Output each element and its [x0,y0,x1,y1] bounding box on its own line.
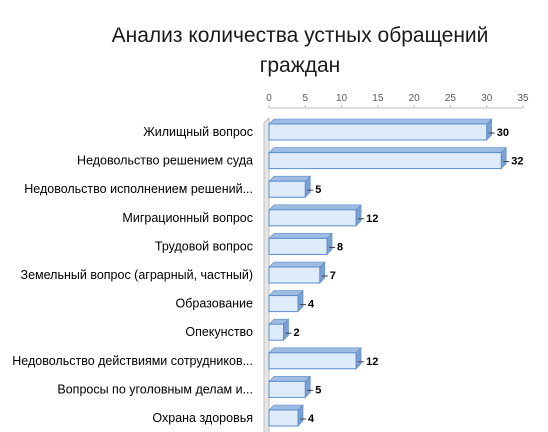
data-label: 30 [497,127,509,139]
data-label: 4 [308,299,315,311]
bar-top-face [268,147,507,153]
bar [268,380,306,398]
category-label: Охрана здоровья [152,411,253,425]
bar [268,409,299,427]
data-label: 5 [315,184,321,196]
bar [268,295,299,313]
category-label: Миграционный вопрос [122,211,253,225]
data-label: 5 [315,384,321,396]
bar-top-face [268,290,304,296]
category-label: Вопросы по уголовным делам и... [57,382,253,396]
bar-top-face [268,376,312,382]
bar-top-face [268,347,362,354]
bar [268,209,357,227]
x-tick-label: 35 [517,93,529,104]
category-label: Недовольство действиями сотрудников... [12,354,253,368]
category-label: Жилищный вопрос [143,125,253,139]
data-label: 2 [294,327,300,339]
data-label: 7 [330,270,336,282]
bar [268,266,321,284]
bar [268,180,306,198]
bar-top-face [268,233,333,239]
bar-top-face [268,261,326,268]
x-tick-label: 25 [445,93,457,104]
chart-title-line-2: граждан [259,54,341,77]
data-label: 32 [511,156,523,168]
x-tick-label: 30 [481,93,493,104]
axis-wall [263,116,270,432]
x-tick-label: 5 [303,93,309,104]
category-label: Недовольство исполнением решений... [24,182,253,196]
bar-top-face [268,118,493,125]
bar [268,123,488,141]
x-tick-label: 20 [409,93,421,104]
category-label: Трудовой вопрос [155,239,253,253]
category-label: Недовольство решением суда [77,154,253,168]
data-label: 4 [308,413,315,425]
bar-top-face [268,175,312,182]
bar [268,323,285,341]
bar [268,352,357,370]
bar [268,237,328,255]
category-label: Земельный вопрос (аграрный, частный) [21,268,253,282]
category-label: Образование [176,297,254,311]
x-tick-label: 10 [336,93,348,104]
x-tick-label: 0 [266,93,272,104]
chart-title-line-1: Анализ количества устных обращений [111,24,489,47]
bar [268,152,502,170]
bar-top-face [268,204,362,211]
data-label: 12 [366,213,378,225]
bar-top-face [268,404,304,411]
data-label: 8 [337,241,343,253]
category-label: Опекунство [185,325,253,339]
x-tick-label: 15 [372,93,384,104]
data-label: 12 [366,356,378,368]
